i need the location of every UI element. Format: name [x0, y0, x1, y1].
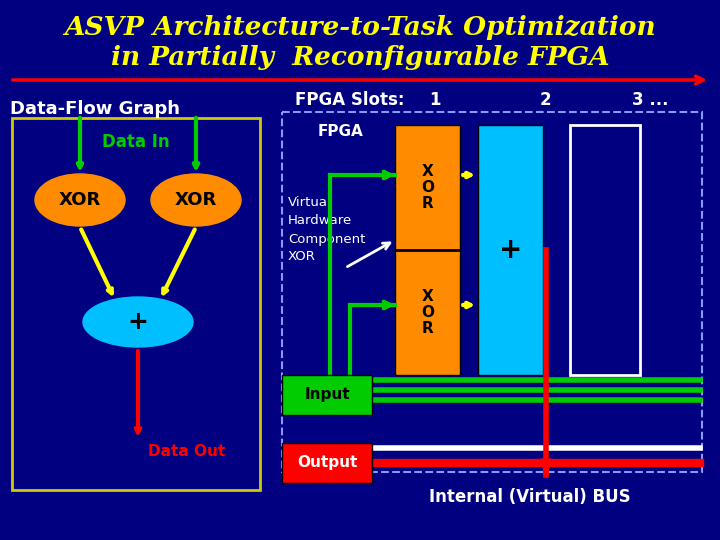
- Text: FPGA Slots:: FPGA Slots:: [295, 91, 405, 109]
- Text: Output: Output: [297, 456, 357, 470]
- Text: 2: 2: [539, 91, 551, 109]
- Text: +: +: [127, 310, 148, 334]
- Ellipse shape: [151, 174, 241, 226]
- Bar: [282, 443, 372, 483]
- Text: XOR: XOR: [175, 191, 217, 209]
- Text: XOR: XOR: [59, 191, 101, 209]
- Text: Virtual
Hardware
Component
XOR: Virtual Hardware Component XOR: [288, 197, 365, 264]
- Text: ASVP Architecture-to-Task Optimization: ASVP Architecture-to-Task Optimization: [64, 16, 656, 40]
- Bar: [12, 118, 260, 490]
- Text: X
O
R: X O R: [421, 164, 434, 211]
- Bar: [395, 125, 460, 375]
- Ellipse shape: [83, 297, 193, 347]
- Text: Data Out: Data Out: [148, 444, 225, 460]
- Text: Data-Flow Graph: Data-Flow Graph: [10, 100, 180, 118]
- Text: in Partially  Reconfigurable FPGA: in Partially Reconfigurable FPGA: [111, 45, 609, 71]
- Text: X
O
R: X O R: [421, 289, 434, 336]
- Bar: [570, 125, 640, 375]
- Bar: [478, 125, 543, 375]
- Text: Internal (Virtual) BUS: Internal (Virtual) BUS: [429, 488, 631, 506]
- Text: Data In: Data In: [102, 133, 170, 151]
- Ellipse shape: [35, 174, 125, 226]
- Bar: [282, 375, 372, 415]
- Bar: [282, 112, 702, 472]
- Text: +: +: [499, 236, 522, 264]
- Text: Input: Input: [304, 388, 350, 402]
- Text: FPGA: FPGA: [318, 125, 364, 139]
- Text: 3 ...: 3 ...: [631, 91, 668, 109]
- Text: 1: 1: [429, 91, 441, 109]
